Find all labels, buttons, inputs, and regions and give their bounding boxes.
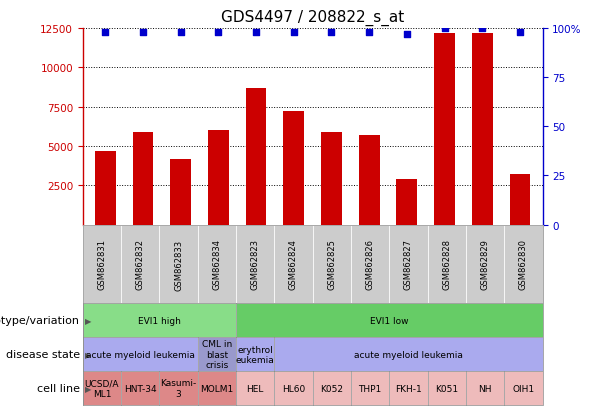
Text: GSM862824: GSM862824 — [289, 239, 298, 290]
Bar — [434, 33, 455, 225]
Text: genotype/variation: genotype/variation — [0, 316, 80, 325]
Bar — [170, 159, 191, 225]
Text: disease state: disease state — [6, 349, 80, 359]
Text: ▶: ▶ — [85, 316, 91, 325]
Text: cell line: cell line — [37, 383, 80, 393]
Point — [515, 30, 525, 36]
Text: GSM862830: GSM862830 — [519, 239, 528, 290]
Point — [364, 30, 374, 36]
Text: K052: K052 — [320, 384, 343, 393]
Text: EVI1 high: EVI1 high — [138, 316, 181, 325]
Text: GSM862823: GSM862823 — [251, 239, 260, 290]
Text: erythrol
eukemia: erythrol eukemia — [236, 345, 275, 364]
Text: ▶: ▶ — [85, 384, 91, 393]
Point — [289, 30, 299, 36]
Bar — [283, 112, 304, 225]
Text: GSM862832: GSM862832 — [135, 239, 145, 290]
Text: HEL: HEL — [246, 384, 264, 393]
Point — [251, 30, 261, 36]
Point — [213, 30, 223, 36]
Bar — [509, 175, 530, 225]
Title: GDS4497 / 208822_s_at: GDS4497 / 208822_s_at — [221, 10, 404, 26]
Bar — [359, 135, 379, 225]
Text: K051: K051 — [435, 384, 459, 393]
Text: HL60: HL60 — [282, 384, 305, 393]
Bar — [472, 33, 493, 225]
Bar — [95, 151, 116, 225]
Point — [101, 30, 110, 36]
Text: THP1: THP1 — [359, 384, 382, 393]
Text: UCSD/A
ML1: UCSD/A ML1 — [85, 379, 119, 398]
Text: MOLM1: MOLM1 — [200, 384, 234, 393]
Point — [440, 26, 449, 32]
Text: acute myeloid leukemia: acute myeloid leukemia — [354, 350, 463, 359]
Text: GSM862828: GSM862828 — [442, 239, 451, 290]
Text: acute myeloid leukemia: acute myeloid leukemia — [86, 350, 195, 359]
Text: NH: NH — [478, 384, 492, 393]
Bar — [208, 131, 229, 225]
Text: GSM862825: GSM862825 — [327, 239, 337, 290]
Point — [176, 30, 186, 36]
Text: HNT-34: HNT-34 — [124, 384, 156, 393]
Point — [138, 30, 148, 36]
Text: GSM862826: GSM862826 — [365, 239, 375, 290]
Point — [327, 30, 337, 36]
Point — [402, 31, 412, 38]
Text: OIH1: OIH1 — [512, 384, 535, 393]
Text: Kasumi-
3: Kasumi- 3 — [161, 379, 197, 398]
Text: GSM862827: GSM862827 — [404, 239, 413, 290]
Text: CML in
blast
crisis: CML in blast crisis — [202, 339, 232, 369]
Point — [478, 26, 487, 32]
Text: GSM862833: GSM862833 — [174, 239, 183, 290]
Text: EVI1 low: EVI1 low — [370, 316, 408, 325]
Bar — [321, 133, 342, 225]
Text: GSM862834: GSM862834 — [212, 239, 221, 290]
Bar — [246, 88, 267, 225]
Text: GSM862829: GSM862829 — [481, 239, 490, 290]
Text: ▶: ▶ — [85, 350, 91, 359]
Bar — [397, 180, 417, 225]
Bar — [132, 133, 153, 225]
Text: FKH-1: FKH-1 — [395, 384, 422, 393]
Text: GSM862831: GSM862831 — [97, 239, 107, 290]
